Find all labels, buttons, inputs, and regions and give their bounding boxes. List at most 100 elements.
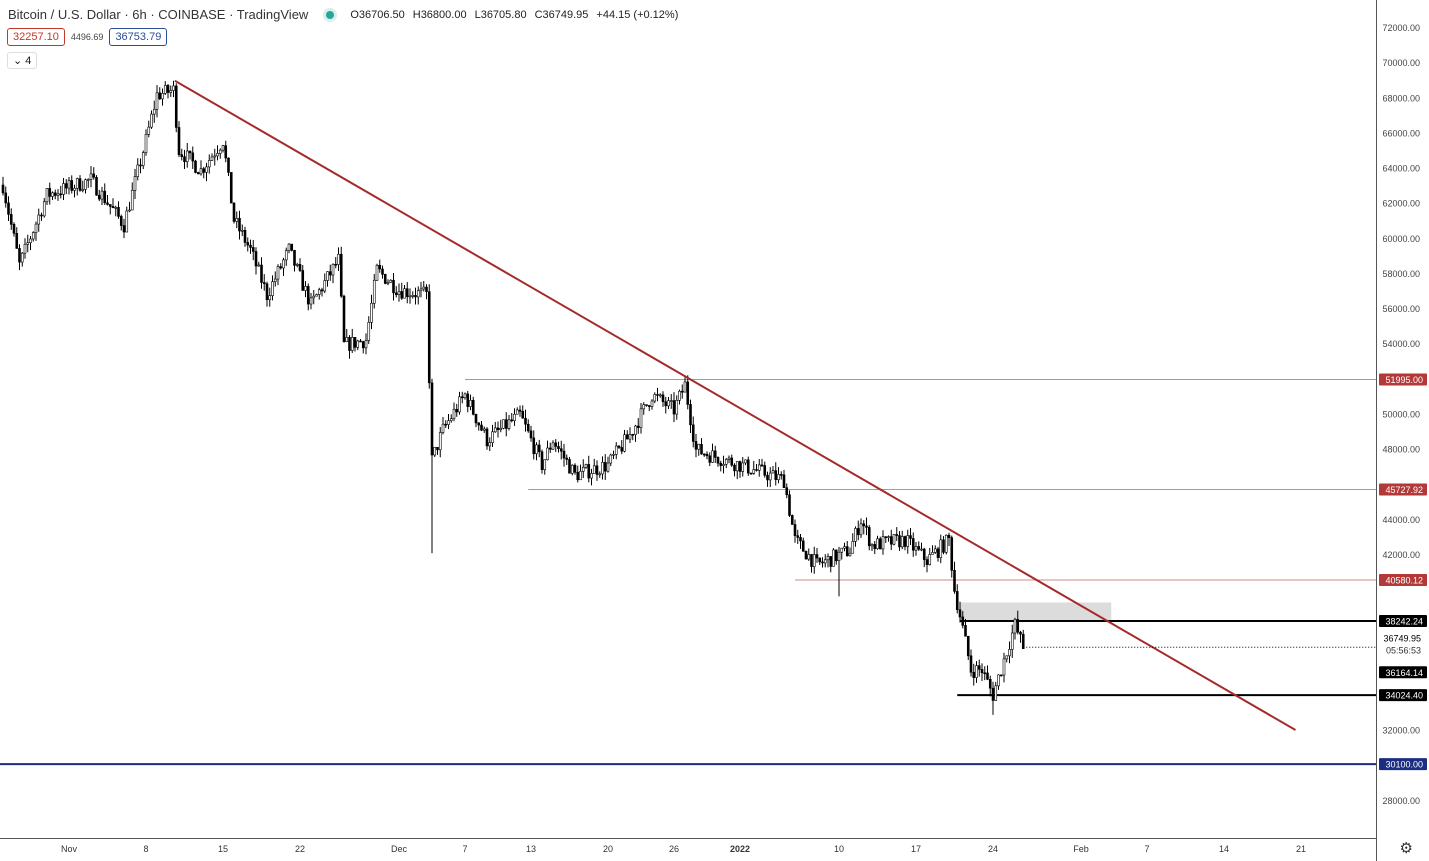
- candle-body: [645, 404, 648, 406]
- candle-body: [117, 207, 120, 217]
- market-status-icon: [326, 10, 335, 19]
- candle-body: [969, 655, 973, 673]
- candle-body: [276, 266, 280, 280]
- candle-body: [906, 535, 910, 547]
- symbol-title[interactable]: Bitcoin / U.S. Dollar · 6h · COINBASE · …: [8, 7, 309, 22]
- candle-body: [430, 382, 434, 456]
- candle-body: [807, 554, 811, 560]
- ohlc-low: L36705.80: [474, 8, 527, 21]
- candle-body: [590, 473, 593, 479]
- candle-body: [246, 242, 250, 246]
- candle-body: [4, 192, 8, 204]
- candle-body: [279, 266, 283, 269]
- price-level-label-bg: [1379, 666, 1427, 679]
- candle-body: [510, 419, 514, 422]
- candle-body: [504, 419, 508, 429]
- candle-body: [130, 189, 134, 211]
- candle-body: [293, 249, 296, 266]
- candle-body: [521, 411, 525, 419]
- y-tick-label: 58000.00: [1382, 269, 1420, 279]
- resistance-zone: [960, 602, 1112, 622]
- candle-body: [12, 224, 16, 234]
- candle-body: [999, 674, 1003, 677]
- candle-body: [452, 408, 456, 419]
- candle-body: [961, 616, 965, 626]
- candle-body: [139, 164, 142, 167]
- collapse-indicators-button[interactable]: ⌄ 4: [7, 52, 38, 69]
- candle-body: [763, 465, 767, 476]
- bar-countdown-label: 05:56:53: [1386, 645, 1421, 655]
- candle-body: [603, 462, 607, 472]
- indicator-width: 4496.69: [70, 32, 104, 42]
- candle-body: [953, 570, 956, 592]
- candle-body: [31, 232, 35, 240]
- candle-body: [304, 286, 307, 291]
- candle-body: [711, 450, 714, 463]
- candle-body: [361, 341, 365, 349]
- candle-body: [485, 428, 489, 447]
- candle-body: [480, 424, 483, 431]
- candle-body: [174, 85, 178, 128]
- candle-body: [493, 427, 497, 433]
- candle-body: [914, 546, 918, 551]
- candle-body: [394, 292, 398, 295]
- candle-body: [444, 423, 448, 426]
- candle-body: [158, 92, 162, 100]
- indicator-upper: 36753.79: [109, 28, 168, 46]
- candle-body: [997, 674, 1000, 687]
- candle-body: [903, 536, 907, 547]
- candle-body: [67, 180, 71, 189]
- candle-body: [227, 157, 230, 173]
- candle-body: [631, 434, 635, 436]
- x-tick-label: Dec: [391, 844, 408, 854]
- price-level-label-bg: [1379, 689, 1427, 702]
- price-level-label-bg: [1379, 373, 1427, 386]
- candle-body: [403, 288, 406, 299]
- candle-body: [837, 551, 841, 562]
- candle-body: [84, 179, 87, 190]
- candle-body: [642, 404, 646, 410]
- y-tick-label: 44000.00: [1382, 515, 1420, 525]
- candle-body: [262, 282, 266, 285]
- candle-body: [515, 409, 519, 415]
- candle-body: [931, 552, 934, 555]
- candle-body: [669, 400, 673, 402]
- candle-body: [636, 425, 640, 428]
- candle-body: [383, 274, 387, 284]
- candle-body: [658, 394, 662, 397]
- candle-body: [573, 464, 577, 473]
- candle-body: [100, 190, 104, 200]
- candle-body: [568, 459, 571, 474]
- candle-body: [419, 288, 423, 291]
- candle-body: [268, 295, 272, 300]
- candle-body: [284, 250, 288, 261]
- candle-body: [1016, 619, 1020, 633]
- candle-body: [562, 450, 566, 459]
- candle-body: [848, 552, 852, 557]
- candle-body: [48, 188, 52, 197]
- y-tick-label: 60000.00: [1382, 234, 1420, 244]
- candle-body: [964, 625, 967, 637]
- candle-body: [777, 474, 780, 480]
- candle-body: [141, 152, 145, 166]
- candle-body: [928, 554, 932, 565]
- candle-body: [975, 665, 978, 678]
- gear-icon[interactable]: ⚙: [1399, 840, 1413, 857]
- candle-body: [114, 207, 118, 209]
- price-level-label: 36164.14: [1385, 668, 1423, 678]
- candle-body: [612, 454, 615, 456]
- candle-body: [832, 549, 835, 567]
- candle-body: [870, 544, 874, 547]
- candle-body: [815, 554, 819, 559]
- candle-body: [425, 286, 428, 292]
- candle-body: [337, 253, 340, 265]
- candle-body: [172, 85, 175, 91]
- candle-body: [185, 150, 189, 163]
- y-tick-label: 72000.00: [1382, 23, 1420, 33]
- candle-body: [884, 536, 888, 539]
- candle-body: [136, 164, 140, 177]
- candle-body: [29, 238, 32, 244]
- candle-body: [620, 447, 624, 452]
- candle-body: [713, 450, 717, 458]
